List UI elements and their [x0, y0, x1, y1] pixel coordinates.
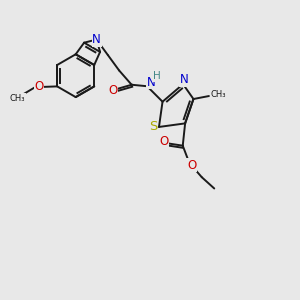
Text: N: N: [180, 73, 188, 86]
Text: N: N: [147, 76, 155, 89]
Text: CH₃: CH₃: [210, 90, 226, 99]
Text: H: H: [153, 71, 160, 81]
Text: O: O: [108, 84, 117, 97]
Text: O: O: [34, 80, 44, 94]
Text: CH₃: CH₃: [10, 94, 26, 103]
Text: O: O: [187, 159, 196, 172]
Text: N: N: [92, 33, 101, 46]
Text: S: S: [149, 120, 158, 133]
Text: O: O: [159, 135, 168, 148]
